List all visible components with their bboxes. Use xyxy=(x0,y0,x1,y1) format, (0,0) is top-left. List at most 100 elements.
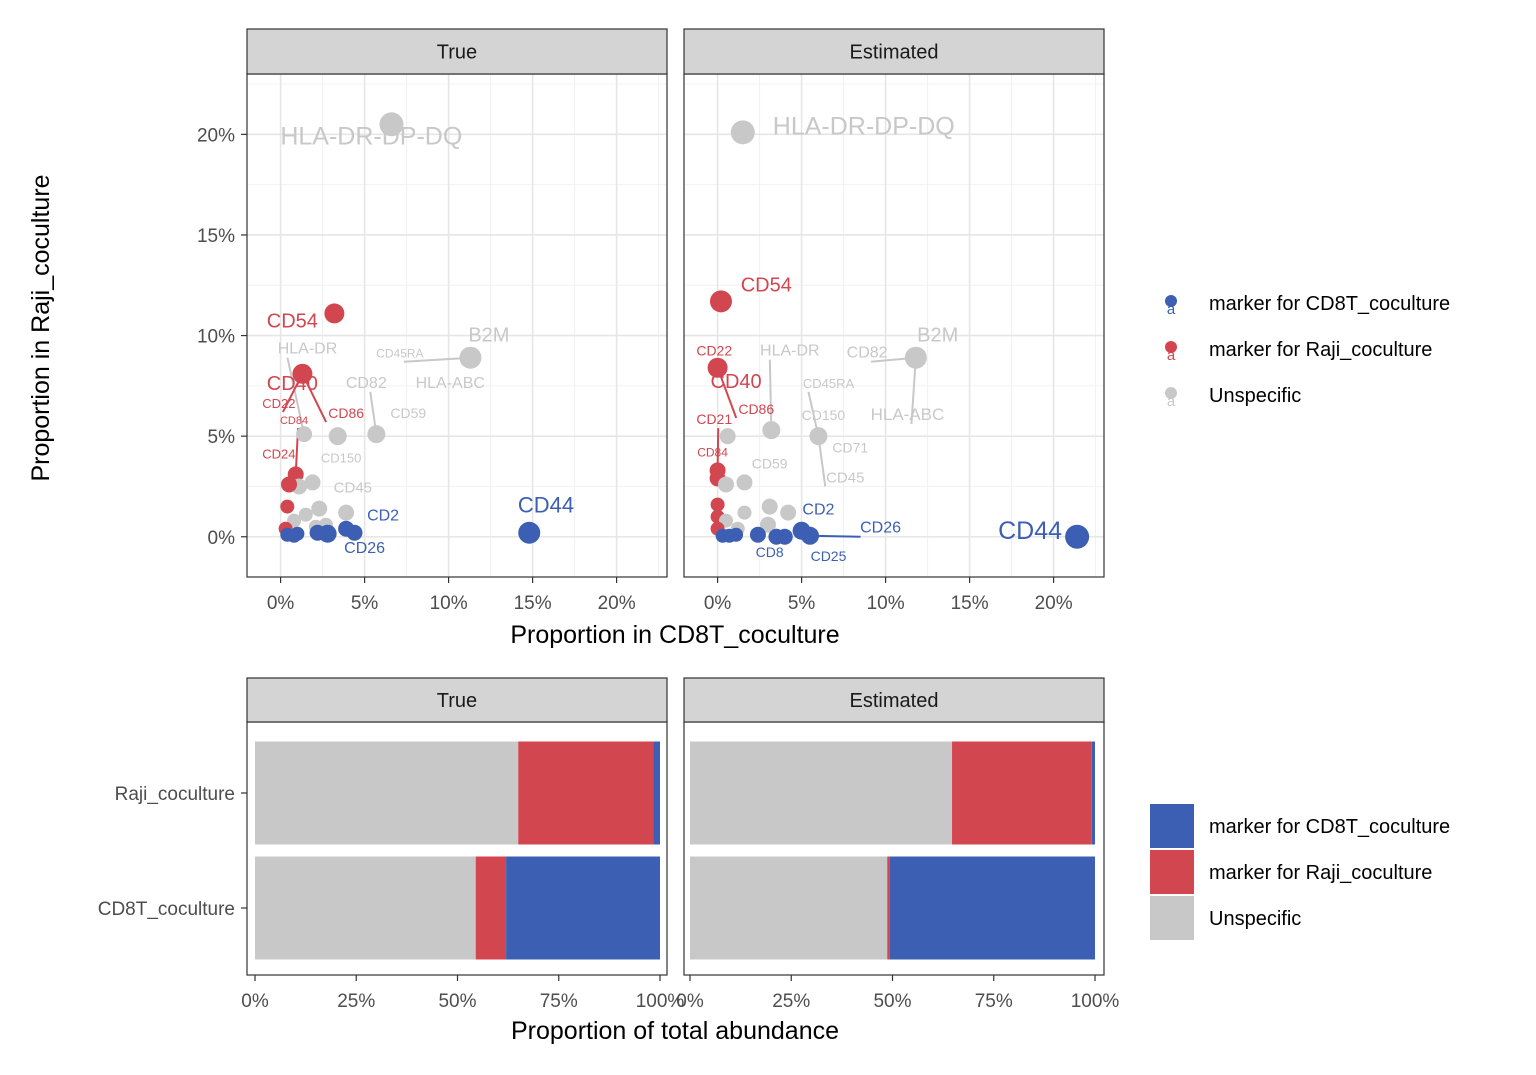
legend-point-key xyxy=(1165,295,1177,307)
point-label: CD8 xyxy=(756,544,784,560)
legend-point-key xyxy=(1165,341,1177,353)
x-tick-label: 100% xyxy=(636,991,685,1012)
stacked-bar-segment xyxy=(255,856,476,960)
x-tick-label: 50% xyxy=(438,991,476,1012)
point-label: CD59 xyxy=(390,405,426,421)
scatter-point xyxy=(304,474,321,491)
point-label: CD45 xyxy=(334,479,372,496)
x-tick-label: 20% xyxy=(1035,593,1073,614)
stacked-bar-segment xyxy=(255,741,519,845)
point-label: CD71 xyxy=(832,439,868,455)
point-label: HLA-DR xyxy=(278,341,338,358)
point-label: HLA-ABC xyxy=(416,375,485,392)
scatter-estimated-background xyxy=(684,74,1104,577)
x-tick-label: 10% xyxy=(430,593,468,614)
scatter-true-background xyxy=(247,74,667,577)
scatter-point xyxy=(801,526,819,545)
x-tick-label: 0% xyxy=(267,593,295,614)
point-label: CD54 xyxy=(741,274,792,296)
scatter-true-strip-label: True xyxy=(437,42,477,64)
bar-true-strip-label: True xyxy=(437,690,477,712)
scatter-point xyxy=(730,120,755,145)
scatter-point xyxy=(719,428,736,445)
scatter-point xyxy=(281,476,297,493)
bar-true-strip xyxy=(246,677,668,723)
scatter-point xyxy=(292,363,313,384)
scatter-point xyxy=(761,498,778,515)
point-label: CD44 xyxy=(518,493,574,518)
bar-true-panel xyxy=(246,721,668,976)
stacked-bar-segment xyxy=(518,741,654,845)
y-tick-label: 15% xyxy=(197,226,235,247)
label-leader-line xyxy=(286,357,306,435)
point-label: CD40 xyxy=(711,371,762,393)
bar-estimated-strip-label: Estimated xyxy=(850,690,939,712)
point-label: HLA-DR-DP-DQ xyxy=(280,122,462,150)
legend-label: marker for Raji_coculture xyxy=(1209,862,1432,884)
legend-point-key xyxy=(1165,387,1177,399)
scatter-point xyxy=(518,521,541,544)
x-tick-label: 0% xyxy=(676,991,704,1012)
scatter-point xyxy=(290,526,305,541)
scatter-point xyxy=(737,505,752,520)
legend-text-key: a xyxy=(1167,393,1176,410)
x-axis-title: Proportion of total abundance xyxy=(511,1017,839,1045)
scatter-point xyxy=(736,474,753,491)
scatter-point xyxy=(760,516,776,533)
legend-swatch xyxy=(1150,804,1194,848)
point-label: CD82 xyxy=(847,345,888,362)
scatter-point xyxy=(296,426,313,443)
point-label: CD24 xyxy=(262,446,295,461)
stacked-bar-segment xyxy=(690,741,953,845)
legend-label: marker for CD8T_coculture xyxy=(1209,293,1450,315)
legend-label: marker for CD8T_coculture xyxy=(1209,816,1450,838)
legend-text-key: a xyxy=(1167,301,1176,318)
x-tick-label: 5% xyxy=(351,593,379,614)
point-label: CD40 xyxy=(267,373,318,395)
point-label: CD21 xyxy=(696,411,732,427)
scatter-point xyxy=(718,476,734,493)
point-label: CD45RA xyxy=(376,347,423,361)
scatter-point xyxy=(776,528,793,545)
stacked-bar-segment xyxy=(506,856,660,960)
scatter-point xyxy=(809,427,828,446)
stacked-bar-segment xyxy=(690,856,888,960)
y-tick-label: 20% xyxy=(197,125,235,146)
scatter-point xyxy=(298,507,313,522)
scatter-point xyxy=(1065,524,1090,549)
legend-swatch xyxy=(1150,896,1194,940)
y-tick-label: 10% xyxy=(197,327,235,348)
legend-label: Unspecific xyxy=(1209,908,1301,930)
y-axis-title: Proportion in Raji_coculture xyxy=(27,174,55,481)
point-label: CD82 xyxy=(346,375,387,392)
scatter-point xyxy=(328,427,347,446)
scatter-true-strip xyxy=(246,28,668,75)
point-label: CD2 xyxy=(802,502,834,519)
scatter-point xyxy=(280,499,295,514)
point-label: B2M xyxy=(917,325,958,347)
point-label: CD150 xyxy=(802,407,846,423)
scatter-point xyxy=(459,346,482,369)
point-label: CD150 xyxy=(321,450,361,465)
scatter-estimated-strip-label: Estimated xyxy=(850,42,939,64)
point-label: CD22 xyxy=(262,396,295,411)
stacked-bar-segment xyxy=(475,856,507,960)
stacked-bar-segment xyxy=(1091,741,1095,845)
point-label: CD54 xyxy=(267,311,318,333)
label-leader-line xyxy=(403,356,471,363)
point-label: B2M xyxy=(468,325,509,347)
point-label: CD26 xyxy=(860,520,901,537)
point-label: CD44 xyxy=(998,517,1062,545)
x-tick-label: 25% xyxy=(337,991,375,1012)
scatter-estimated-panel: HLA-DR-DP-DQ CD54 B2M CD22 HLA-DR CD82 CD40 CD4… xyxy=(683,73,1105,578)
x-tick-label: 10% xyxy=(867,593,905,614)
scatter-point xyxy=(707,357,728,378)
scatter-point xyxy=(729,527,744,542)
point-label: CD45 xyxy=(826,469,864,486)
point-label: CD59 xyxy=(752,455,788,471)
x-tick-label: 50% xyxy=(873,991,911,1012)
scatter-true-panel: HLA-DR-DP-DQ CD54 B2M HLA-DR CD45RA CD40 CD82 H… xyxy=(246,73,668,578)
scatter-estimated-strip xyxy=(683,28,1105,75)
point-label: CD2 xyxy=(367,508,399,525)
